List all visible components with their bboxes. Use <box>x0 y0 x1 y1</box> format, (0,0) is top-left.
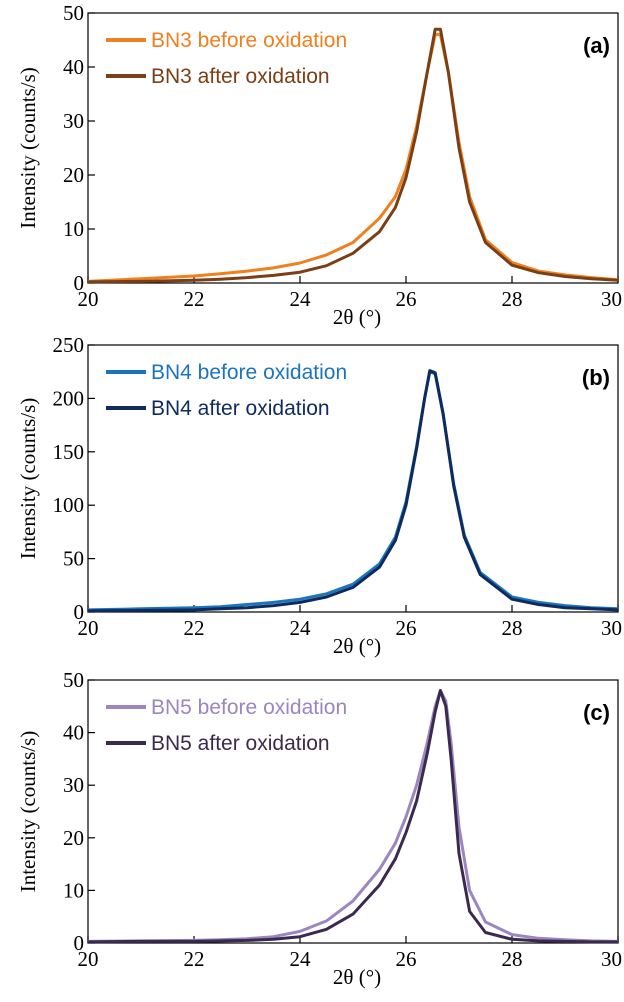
y-tick-label: 0 <box>74 271 85 295</box>
x-tick-label: 22 <box>184 947 205 971</box>
y-tick-label: 20 <box>63 826 84 850</box>
series-line-1 <box>87 689 619 943</box>
legend-label: BN3 before oxidation <box>151 29 347 52</box>
x-tick-label: 24 <box>290 947 312 971</box>
x-axis-title: 2θ (°) <box>333 965 381 989</box>
x-tick-label: 28 <box>502 616 523 640</box>
y-tick-label: 40 <box>63 721 84 745</box>
y-tick-label: 0 <box>74 931 85 955</box>
x-tick-label: 30 <box>601 947 622 971</box>
x-tick-label: 30 <box>601 287 622 311</box>
x-tick-label: 22 <box>184 287 205 311</box>
series-line-2 <box>87 689 618 944</box>
x-tick-label: 20 <box>78 947 99 971</box>
y-tick-label: 50 <box>63 547 84 571</box>
chart-panel-3: 0 10 20 30 40 50 20 22 24 26 28 30 2θ (°) Intensity (… <box>16 668 622 989</box>
x-tick-label: 22 <box>184 616 205 640</box>
y-tick-label: 150 <box>53 440 85 464</box>
x-tick-label: 28 <box>502 287 523 311</box>
chart-panel-1: 0 10 20 30 40 50 20 22 24 26 28 30 2θ (°) Intensity (… <box>16 1 622 329</box>
x-tick-label: 30 <box>601 616 622 640</box>
panel-label: (c) <box>583 700 610 725</box>
y-tick-label: 200 <box>53 386 85 410</box>
x-tick-label: 24 <box>290 287 312 311</box>
x-tick-label: 24 <box>290 616 312 640</box>
x-axis-title: 2θ (°) <box>333 634 381 658</box>
x-tick-label: 28 <box>502 947 523 971</box>
y-tick-label: 30 <box>63 109 84 133</box>
y-axis-title: Intensity (counts/s) <box>16 67 40 229</box>
y-tick-label: 250 <box>53 333 85 357</box>
plot-frame <box>87 12 619 284</box>
y-tick-label: 100 <box>53 493 85 517</box>
y-tick-label: 50 <box>63 1 84 25</box>
plot-frame <box>87 344 619 613</box>
x-tick-label: 20 <box>78 287 99 311</box>
chart-panel-2: 0 50 100 150 200 250 20 22 24 26 28 30 2θ (°) Intensi… <box>16 333 622 658</box>
series-line-2 <box>87 369 619 613</box>
y-tick-label: 20 <box>63 163 84 187</box>
series-line-2 <box>87 27 619 284</box>
legend-label: BN5 after oxidation <box>151 732 330 755</box>
x-tick-label: 26 <box>396 287 417 311</box>
x-tick-label: 26 <box>396 947 417 971</box>
legend-label: BN5 before oxidation <box>151 696 347 719</box>
legend-label: BN4 after oxidation <box>151 397 330 420</box>
x-tick-label: 20 <box>78 616 99 640</box>
plot-frame <box>87 679 619 944</box>
x-tick-label: 26 <box>396 616 417 640</box>
panel-label: (b) <box>582 365 610 390</box>
y-tick-label: 0 <box>74 600 85 624</box>
y-axis-title: Intensity (counts/s) <box>16 398 40 560</box>
y-tick-label: 50 <box>63 668 84 692</box>
x-axis-title: 2θ (°) <box>333 305 381 329</box>
y-tick-label: 10 <box>63 878 84 902</box>
y-axis-title: Intensity (counts/s) <box>16 731 40 893</box>
y-tick-label: 10 <box>63 217 84 241</box>
y-tick-label: 40 <box>63 55 84 79</box>
y-tick-label: 30 <box>63 773 84 797</box>
legend-label: BN4 before oxidation <box>151 361 347 384</box>
legend-label: BN3 after oxidation <box>151 65 330 88</box>
panel-label: (a) <box>583 33 610 58</box>
